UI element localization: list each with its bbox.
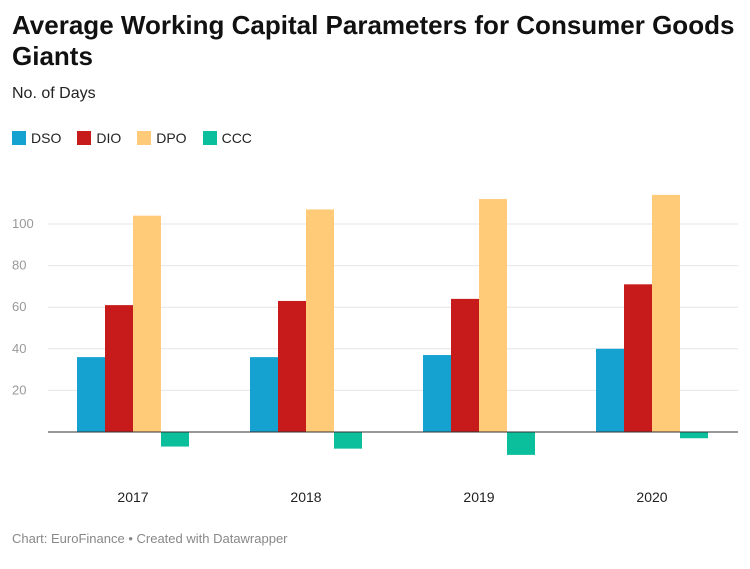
axes: 2017 2018 2019 2020 [48,431,738,505]
legend-label-dpo: DPO [156,130,187,146]
chart-title: Average Working Capital Parameters for C… [12,10,735,71]
legend-label-ccc: CCC [221,130,252,146]
y-tick-label-20: 20 [12,382,26,397]
legend-swatch-dio [77,131,92,145]
x-tick-label-2019: 2019 [463,489,494,505]
bar-ccc-2017 [161,432,189,447]
bar-dio-2020 [624,284,652,432]
legend-swatch-dso [12,131,26,145]
legend-label-dso: DSO [31,130,62,146]
y-tick-label-40: 40 [12,341,26,356]
x-tick-label-2017: 2017 [117,489,148,505]
bar-ccc-2018 [334,432,362,449]
y-tick-label-80: 80 [12,258,26,273]
x-tick-label-2018: 2018 [290,489,321,505]
legend-label-dio: DIO [96,130,122,146]
legend: DSO DIO DPO CCC [12,130,268,146]
chart-footer: Chart: EuroFinance • Created with Datawr… [12,531,288,546]
bar-dpo-2018 [306,209,334,432]
legend-item-dso: DSO [12,130,61,146]
y-tick-label-60: 60 [12,299,26,314]
bar-dio-2017 [105,305,133,432]
bar-ccc-2019 [507,432,535,455]
bar-dso-2019 [423,355,451,432]
bars [77,194,708,455]
legend-swatch-ccc [202,131,217,145]
x-tick-label-2020: 2020 [636,489,667,505]
bar-dpo-2020 [652,194,680,432]
bar-dpo-2017 [133,215,161,432]
bar-ccc-2020 [680,432,708,439]
bar-dso-2018 [250,357,278,432]
bar-dso-2020 [596,348,624,432]
bar-dio-2019 [451,298,479,432]
legend-item-dio: DIO [77,130,121,146]
bar-dio-2018 [278,300,306,432]
bar-dpo-2019 [479,199,507,432]
legend-item-dpo: DPO [137,130,187,146]
legend-item-ccc: CCC [202,130,252,146]
chart-subtitle: No. of Days [12,85,96,102]
bar-dso-2017 [77,357,105,432]
legend-swatch-dpo [137,131,152,145]
y-tick-label-100: 100 [12,216,34,231]
